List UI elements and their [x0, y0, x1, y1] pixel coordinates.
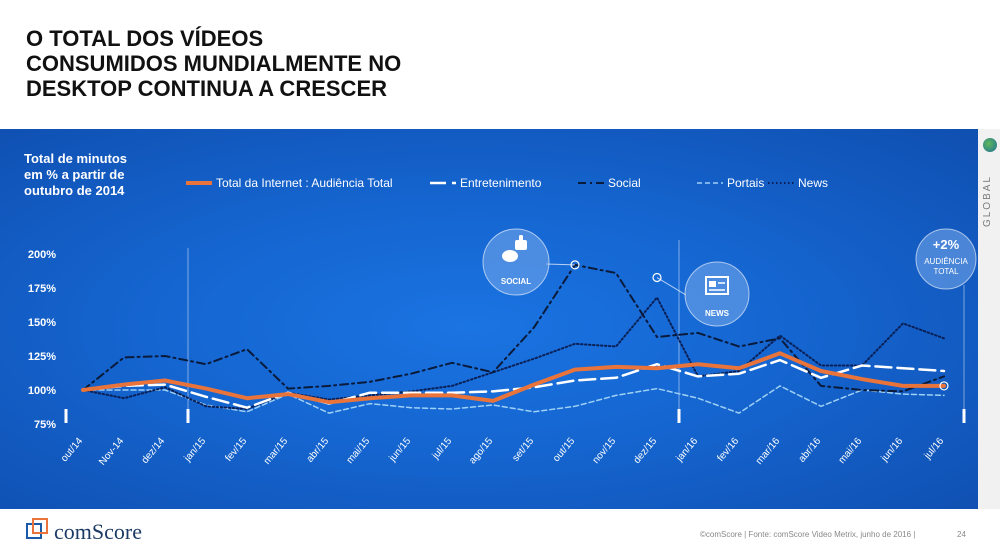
- legend: Total da Internet : Audiência Total Entre…: [186, 176, 828, 190]
- total-callout-dot: [939, 381, 949, 391]
- newspaper-icon: [705, 276, 729, 295]
- y-tick-label: 150%: [28, 317, 56, 329]
- y-axis-title-line-3: outubro de 2014: [24, 183, 125, 198]
- social-bubble: [482, 228, 550, 296]
- x-tick-label: mar/16: [754, 436, 783, 467]
- chart-panel: [0, 129, 978, 509]
- social-callout-line: [545, 263, 576, 266]
- y-tick-label: 125%: [28, 351, 56, 363]
- series-line-dashdot-dark: [82, 263, 945, 393]
- footer-source: ©comScore | Fonte: comScore Video Metrix…: [700, 530, 916, 539]
- x-tick-label: dez/15: [632, 436, 660, 466]
- x-tick-label: Nov-14: [97, 436, 126, 468]
- globe-icon: [983, 138, 997, 152]
- legend-label: Entretenimento: [460, 176, 542, 190]
- x-tick-label: abr/15: [305, 436, 332, 465]
- x-tick-label: fev/16: [715, 436, 741, 464]
- axis-marker-0: [64, 409, 68, 423]
- x-tick-label: jan/16: [674, 436, 701, 465]
- axis-marker-3: [962, 409, 966, 423]
- title-line-2: CONSUMIDOS MUNDIALMENTE NO: [26, 51, 402, 76]
- y-axis-title: Total de minutos em % a partir de outubr…: [24, 151, 127, 199]
- thumbs-up-chat-icon: [502, 235, 527, 262]
- x-tick-label: mai/16: [837, 436, 865, 466]
- series-line-dash-white: [81, 358, 946, 409]
- x-tick-label: jul/15: [430, 436, 455, 462]
- page-number: 24: [957, 530, 966, 539]
- legend-label: Total da Internet : Audiência Total: [216, 176, 393, 190]
- brand-name: comScore: [54, 519, 142, 544]
- x-tick-label: jul/16: [922, 436, 947, 462]
- y-tick-label: 175%: [28, 283, 56, 295]
- legend-label: Portais: [727, 176, 764, 190]
- side-tab: [978, 129, 1000, 509]
- x-tick-label: ago/15: [467, 436, 495, 467]
- x-tick-label: nov/15: [591, 436, 619, 466]
- page-title: O TOTAL DOS VÍDEOS CONSUMIDOS MUNDIALMEN…: [26, 26, 401, 101]
- axis-marker-2: [677, 409, 681, 423]
- axis-marker-1: [186, 409, 190, 423]
- x-tick-label: mai/15: [345, 436, 373, 466]
- y-axis-title-line-2: em % a partir de: [24, 167, 125, 182]
- total-bubble-label: AUDIÊNCIA: [924, 257, 968, 266]
- y-tick-label: 100%: [28, 385, 56, 397]
- social-bubble-label: SOCIAL: [501, 277, 531, 286]
- total-bubble: [915, 228, 977, 290]
- x-tick-label: set/15: [510, 436, 536, 464]
- legend-label: News: [798, 176, 828, 190]
- period-dividers: [64, 240, 966, 423]
- x-tick-label: dez/14: [140, 436, 168, 466]
- title-line-1: O TOTAL DOS VÍDEOS: [26, 26, 264, 51]
- x-tick-label: out/14: [59, 436, 86, 465]
- x-tick-label: jun/15: [387, 436, 414, 465]
- x-tick-label: jun/16: [879, 436, 906, 465]
- x-tick-label: out/15: [551, 436, 578, 465]
- legend-label: Social: [608, 176, 641, 190]
- news-callout-line: [656, 277, 687, 296]
- y-tick-label: 200%: [28, 249, 56, 261]
- x-tick-label: abr/16: [797, 436, 824, 465]
- y-axis-title-line-1: Total de minutos: [24, 151, 128, 166]
- series-line-dotted-dark: [82, 296, 945, 410]
- total-bubble-label: TOTAL: [933, 267, 959, 276]
- series-line-solid-orange: [81, 351, 946, 405]
- x-tick-label: jan/15: [182, 436, 209, 465]
- x-tick-label: mar/15: [262, 436, 291, 467]
- social-callout-dot: [570, 260, 580, 270]
- x-tick-label: fev/15: [223, 436, 249, 464]
- news-bubble-label: NEWS: [705, 309, 730, 318]
- y-tick-label: 75%: [34, 419, 56, 431]
- y-tick-labels: 200% 175% 150% 125% 100% 75%: [28, 249, 56, 431]
- title-line-3: DESKTOP CONTINUA A CRESCER: [26, 76, 388, 101]
- comscore-logo-icon: [26, 518, 48, 539]
- x-tick-labels: out/14 Nov-14 dez/14 jan/15 fev/15 mar/15 abr/…: [59, 436, 947, 468]
- series-lines: [81, 263, 946, 414]
- total-bubble-value: +2%: [933, 237, 960, 252]
- news-callout-dot: [652, 272, 662, 283]
